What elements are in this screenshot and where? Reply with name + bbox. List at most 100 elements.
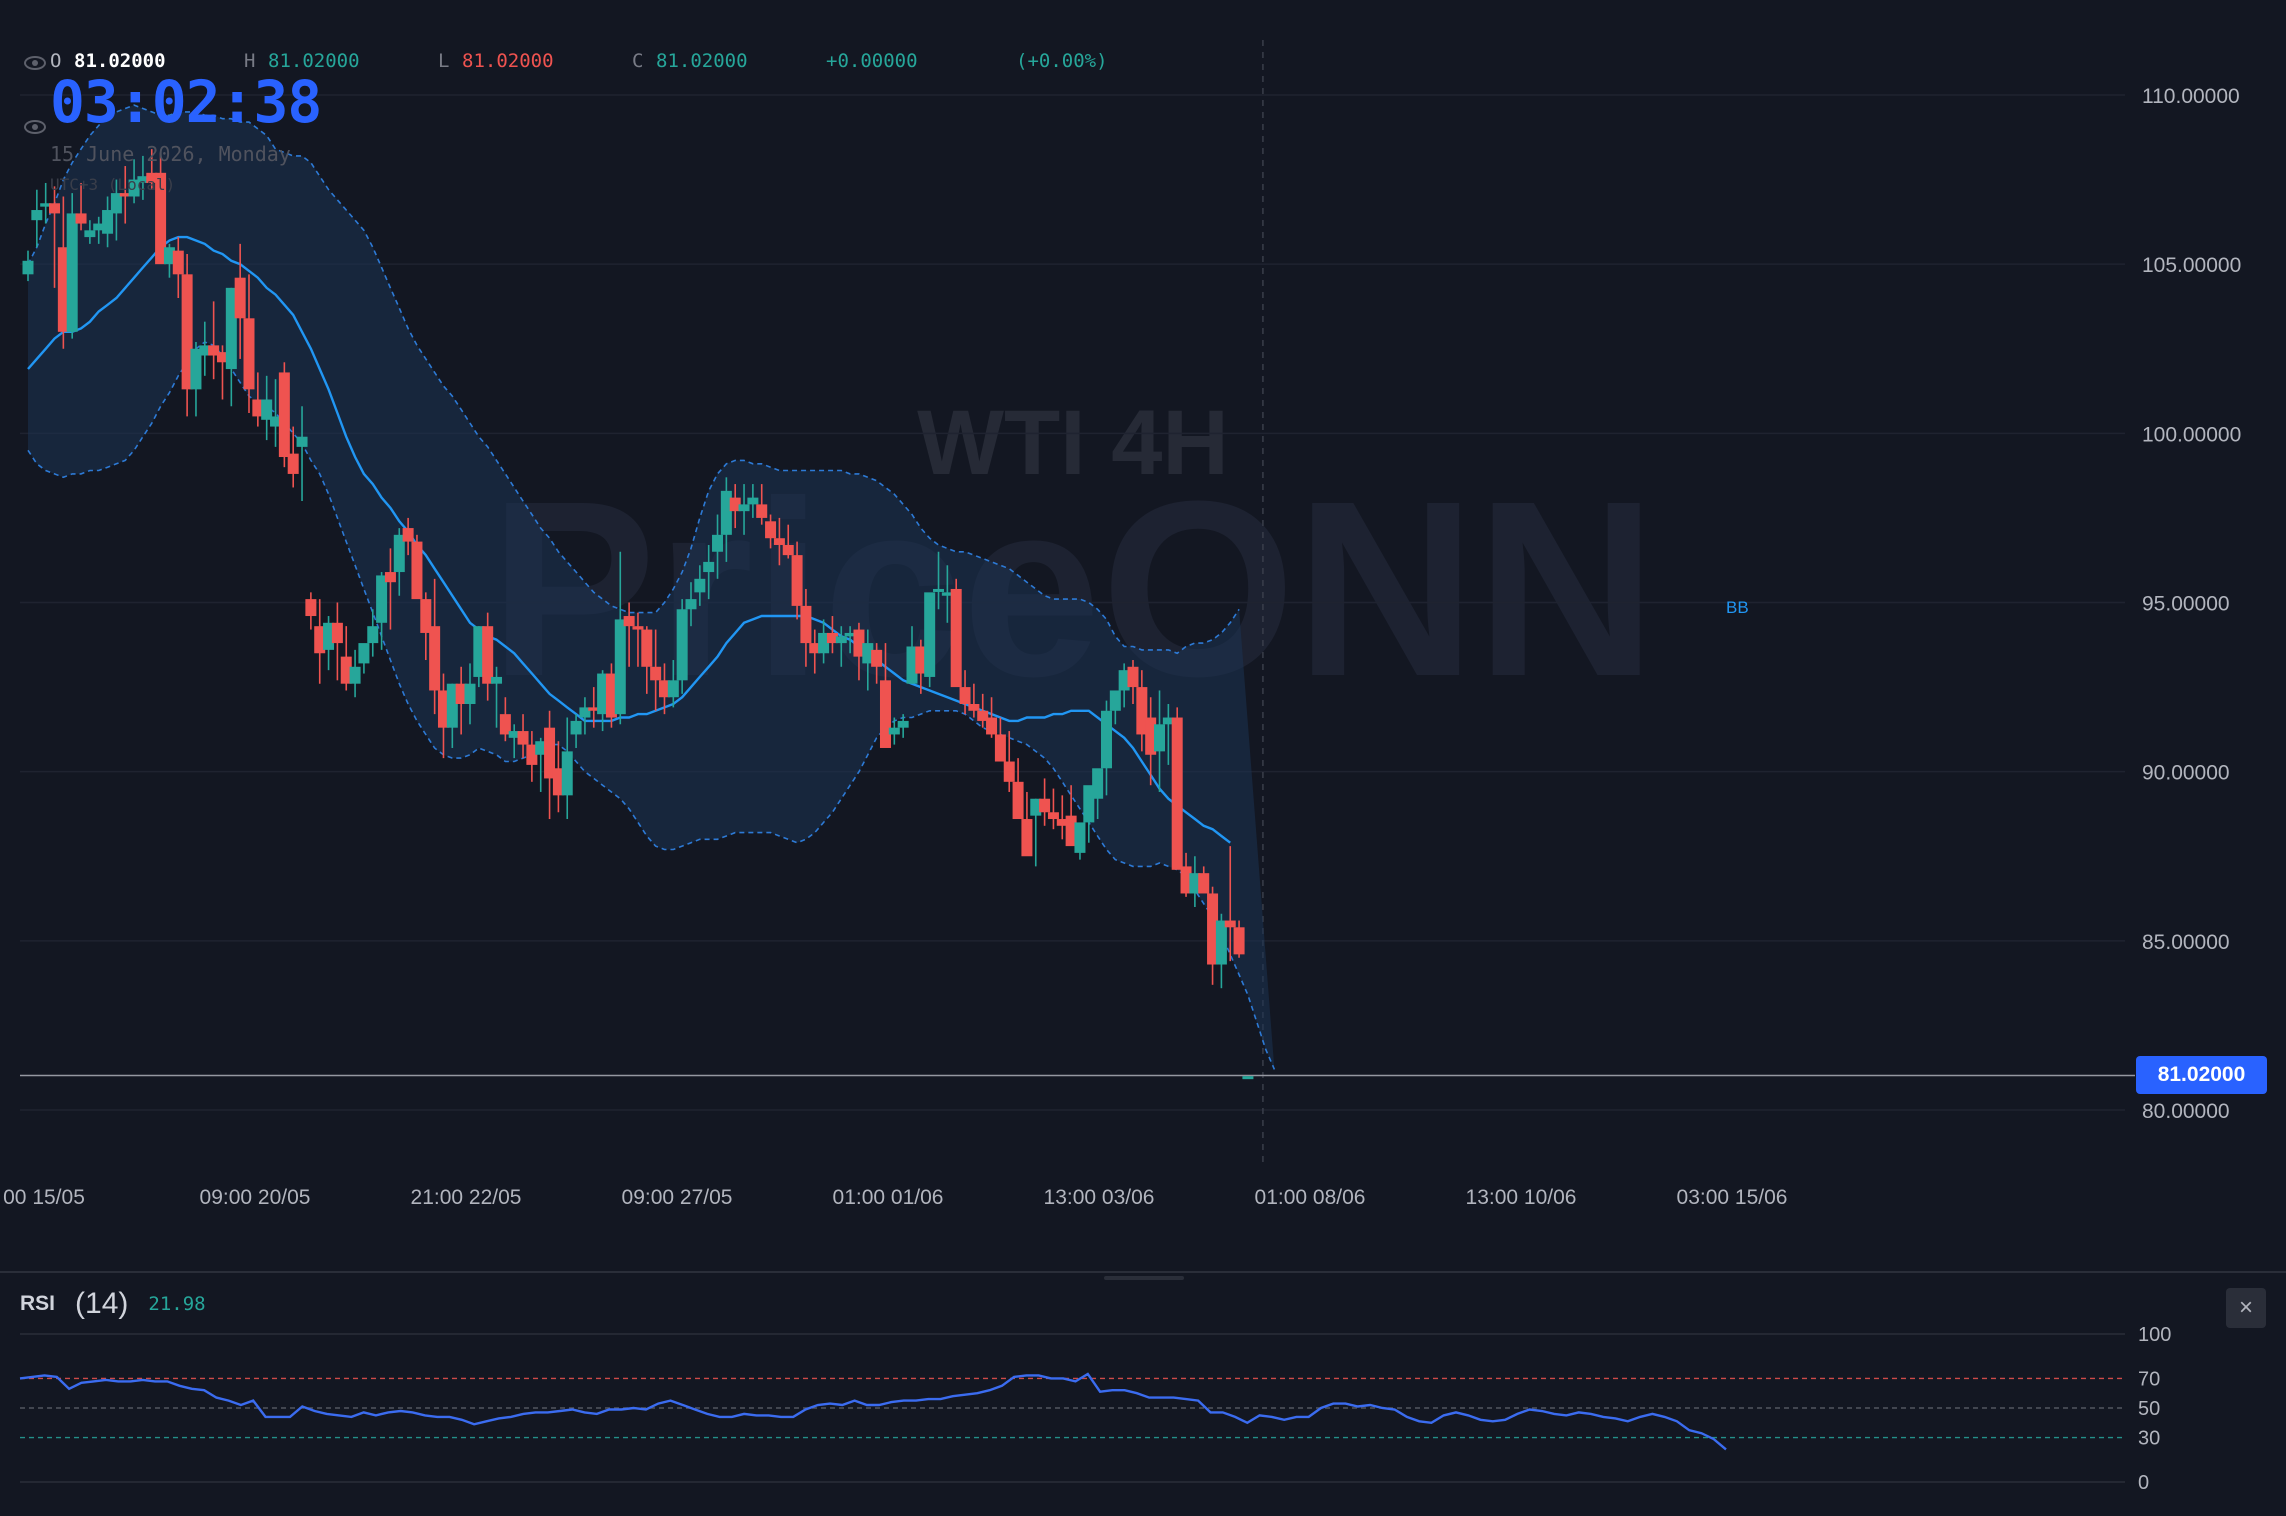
candle-body [491,676,503,684]
eye-icon-clock[interactable] [24,120,46,134]
candle [1233,920,1245,958]
rsi-legend: RSI (14) 21.98 [20,1284,206,1324]
candle [685,582,697,627]
candle-body [977,710,989,721]
candle [747,484,759,518]
candle [482,612,494,701]
candle [561,717,573,820]
candle [1021,791,1033,857]
candle [84,220,96,244]
candle-body [544,727,556,779]
candle-body [968,704,980,711]
candle [155,152,167,265]
candle-body [1100,710,1112,769]
candle-body [552,768,564,796]
candle-body [1171,717,1183,870]
candle-body [296,436,308,447]
candle-body [994,734,1006,762]
time-tick-label: 01:00 01/06 [833,1186,944,1209]
candle [1127,660,1139,704]
candle [261,375,273,441]
rsi-tick-label: 30 [2138,1428,2160,1450]
price-tick-label: 80.00000 [2142,1100,2230,1123]
candle-body [31,210,43,221]
candle-body [1242,1076,1254,1080]
candle-body [216,352,228,363]
candle-body [844,632,856,637]
candle-body [924,592,936,677]
candle-body [287,453,299,474]
candle-body [703,561,715,573]
candle [605,663,617,728]
candle [1074,822,1086,860]
candle-body [349,666,361,684]
candle-body [384,572,396,583]
rsi-tick-label: 100 [2138,1324,2171,1346]
candle [411,534,423,600]
candle [676,599,688,694]
candle-body [1092,768,1104,799]
candle-body [1012,781,1024,820]
candle [897,714,909,738]
candle [367,609,379,657]
rsi-period: (14) [75,1287,129,1320]
candle-body [1118,670,1130,691]
candle-body [172,250,184,275]
bb-indicator-label[interactable]: BB [1726,598,1749,617]
eye-icon[interactable] [24,56,46,70]
candle [234,243,246,359]
candle-body [835,636,847,644]
candle [190,341,202,417]
price-tick-label: 100.00000 [2142,423,2241,446]
candle-body [782,544,794,556]
candle-body [650,666,662,681]
candle-body [747,497,759,505]
open-value: 81.02000 [74,50,166,72]
candle [632,612,644,667]
candle [535,737,547,792]
candle-body [119,193,131,197]
candle [986,697,998,738]
candle [1180,852,1192,897]
candle-body [225,287,237,370]
candle-body [535,741,547,755]
close-rsi-button[interactable]: × [2226,1288,2266,1328]
candle-body [809,643,821,654]
candle [623,602,635,667]
candle-body [1154,724,1166,752]
candle-body [137,176,149,183]
candle-body [862,643,874,664]
candle [278,362,290,468]
candle-body [305,599,317,617]
candle [1224,846,1236,962]
price-axis: 110.00000 105.00000 100.00000 95.00000 90.00… [2142,85,2241,1123]
candle-body [243,318,255,390]
candle-body [667,680,679,698]
candle-body [57,247,69,332]
candle-body [331,622,343,644]
candle-body [658,680,670,698]
candle-body [49,203,61,214]
candle-body [358,643,370,664]
candle [588,687,600,728]
candle-body [818,632,830,654]
candle-body [712,534,724,552]
candle [888,717,900,745]
candle [1198,866,1210,894]
candle [879,643,891,748]
candle-body [199,345,211,356]
candle [1100,700,1112,796]
candle [800,588,812,667]
candle [437,673,449,759]
candle [163,243,175,278]
candle-body [163,247,175,265]
candle [712,514,724,579]
pane-resize-handle[interactable] [1104,1276,1184,1280]
candle-body [1003,761,1015,782]
candle [146,149,158,190]
candles[interactable] [22,149,1254,1080]
candle-body [181,274,193,390]
candle-body [128,179,140,197]
candle [57,196,69,349]
